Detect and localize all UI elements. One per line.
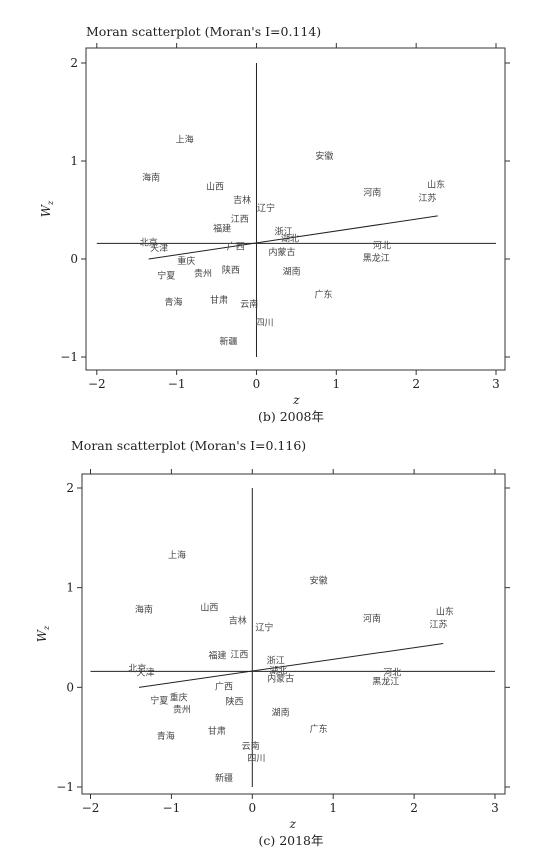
p1-x-axis-label: z [292, 393, 300, 407]
p2-province-point: 北京 [128, 662, 146, 674]
p1-province-point: 内蒙古 [269, 246, 296, 258]
p1-province-point: 河南 [363, 186, 381, 198]
p1-province-point: 广西 [227, 240, 245, 252]
p2-province-point: 河北 [383, 666, 401, 678]
p2-province-point: 贵州 [173, 703, 191, 715]
p2-province-point: 浙江 [267, 654, 285, 666]
p2-province-point: 上海 [168, 549, 186, 561]
p1-province-point: 山东 [427, 179, 445, 191]
p2-y-tick-label: 2 [66, 481, 74, 495]
panel1-title: Moran scatterplot (Moran's I=0.114) [86, 24, 321, 39]
p1-x-tick-label: −2 [88, 377, 106, 391]
p2-x-tick-label: −2 [82, 801, 100, 815]
p1-province-point: 湖北 [281, 233, 299, 244]
p1-province-point: 广东 [315, 288, 333, 300]
p1-y-tick-label: 1 [70, 154, 78, 168]
p1-x-tick-label: 1 [332, 377, 340, 391]
p1-regression-line [148, 215, 438, 260]
p2-province-point: 福建 [209, 649, 227, 661]
p2-x-tick-label: 1 [329, 801, 337, 815]
p2-x-tick-label: 2 [410, 801, 418, 815]
p2-province-point: 重庆 [170, 691, 188, 703]
p2-province-point: 广西 [215, 680, 233, 692]
p1-plot-frame [85, 47, 506, 371]
p2-province-point: 甘肃 [208, 725, 226, 737]
p1-province-point: 贵州 [194, 268, 212, 280]
p1-province-point: 陕西 [222, 264, 240, 276]
p1-province-point: 青海 [164, 296, 182, 308]
p2-y-tick-label: −1 [56, 780, 74, 794]
p2-province-point: 河南 [363, 613, 381, 625]
p2-province-point: 广东 [310, 723, 328, 735]
p1-province-point: 辽宁 [257, 202, 275, 214]
p1-province-point: 浙江 [275, 226, 293, 238]
p2-province-point: 安徽 [310, 575, 328, 587]
p1-province-point: 上海 [176, 133, 194, 145]
p2-province-point: 四川 [247, 754, 265, 764]
p2-province-point: 宁夏 [150, 694, 168, 706]
p1-province-point: 新疆 [220, 335, 238, 347]
p1-province-point: 河北 [373, 239, 391, 251]
p2-x-tick-label: 3 [491, 801, 499, 815]
p1-province-point: 山西 [206, 181, 224, 192]
p1-province-point: 吉林 [233, 194, 251, 206]
p2-province-point: 湖北 [269, 665, 287, 676]
p1-province-point: 云南 [240, 298, 258, 310]
p2-province-point: 山东 [436, 606, 454, 618]
p1-x-tick-label: 0 [253, 377, 261, 391]
p2-province-point: 吉林 [229, 615, 247, 627]
p1-province-point: 甘肃 [210, 294, 228, 306]
p1-y-axis-label: Wz [39, 200, 55, 217]
p1-province-point: 海南 [142, 172, 160, 184]
p2-province-point: 海南 [135, 604, 153, 616]
p2-x-axis-label: z [289, 817, 297, 831]
p1-x-tick-label: −1 [168, 377, 186, 391]
p2-province-point: 山西 [200, 603, 218, 614]
p1-x-tick-label: 2 [412, 377, 420, 391]
p1-y-tick-label: 0 [70, 252, 78, 266]
p2-province-point: 湖南 [272, 706, 290, 718]
panel2-caption: (c) 2018年 [258, 833, 323, 848]
p2-province-point: 江西 [230, 649, 248, 660]
p2-province-point: 辽宁 [255, 622, 273, 634]
p2-province-point: 陕西 [225, 695, 243, 707]
p1-province-point: 黑龙江 [363, 252, 390, 264]
p2-province-point: 江苏 [429, 619, 447, 631]
p1-y-tick-label: 2 [70, 56, 78, 70]
p1-province-point: 江西 [231, 214, 249, 225]
p2-y-axis-label: Wz [35, 625, 51, 642]
p2-province-point: 内蒙古 [267, 672, 294, 684]
p1-province-point: 福建 [213, 223, 231, 235]
p1-province-point: 天津 [150, 243, 168, 254]
p1-y-tick-label: −1 [60, 350, 78, 364]
p2-x-tick-label: 0 [248, 801, 256, 815]
p2-province-point: 青海 [157, 730, 175, 742]
p2-x-tick-label: −1 [163, 801, 181, 815]
p2-province-point: 新疆 [215, 772, 233, 784]
p2-province-point: 天津 [137, 667, 155, 678]
p2-y-tick-label: 1 [66, 581, 74, 595]
p1-province-point: 重庆 [177, 255, 195, 267]
p1-province-point: 北京 [140, 236, 158, 248]
p2-plot-frame [81, 473, 506, 795]
panel1-caption: (b) 2008年 [258, 409, 324, 424]
p1-province-point: 江苏 [418, 192, 436, 204]
p2-regression-line [138, 642, 444, 688]
p1-x-tick-label: 3 [492, 377, 500, 391]
p2-y-tick-label: 0 [66, 680, 74, 694]
p2-province-point: 黑龙江 [372, 675, 399, 687]
p2-province-point: 云南 [242, 740, 260, 752]
p1-province-point: 湖南 [283, 266, 301, 278]
p1-province-point: 安徽 [315, 150, 333, 162]
panel2-title: Moran scatterplot (Moran's I=0.116) [71, 438, 306, 453]
p1-province-point: 宁夏 [157, 270, 175, 282]
p1-province-point: 四川 [255, 319, 273, 329]
